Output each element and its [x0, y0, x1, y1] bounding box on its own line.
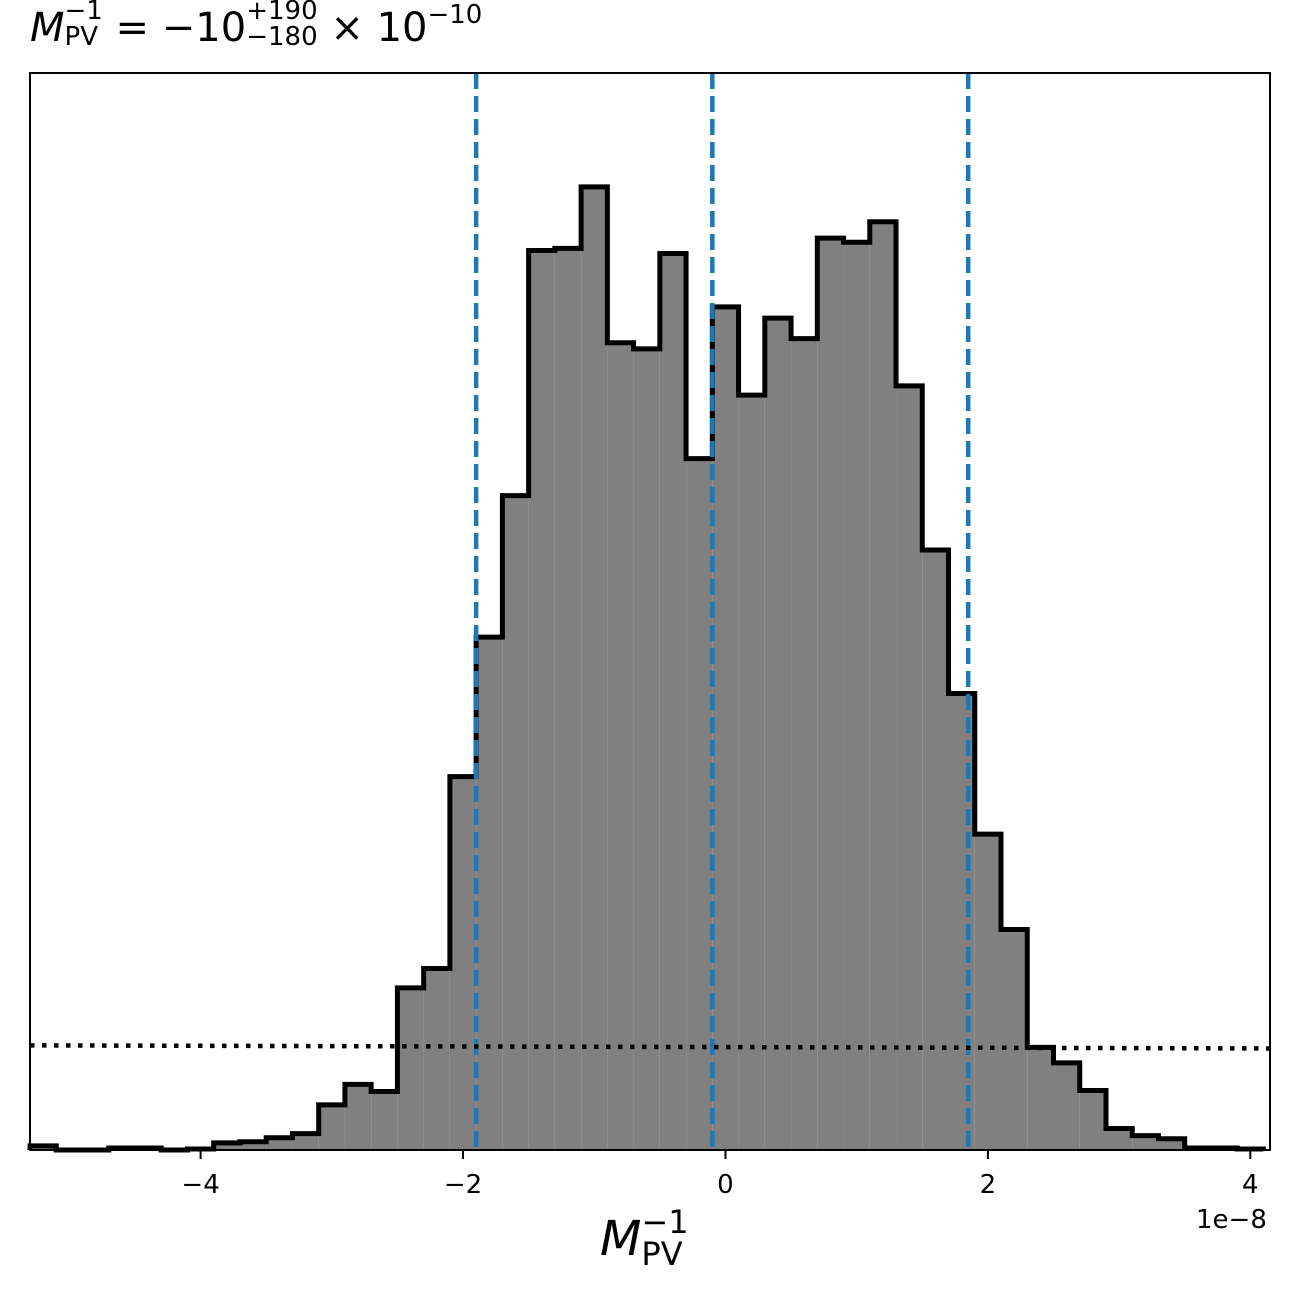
histogram-bar	[869, 221, 897, 1150]
histogram-bar	[1053, 1062, 1080, 1150]
dotted-reference-line	[29, 1043, 1271, 1051]
histogram-bar	[817, 238, 844, 1150]
x-axis-offset-text: 1e−8	[1196, 1205, 1267, 1235]
title-plus-error: +190	[246, 0, 318, 26]
x-tick-label: 0	[717, 1170, 734, 1200]
chart-title: M −1 PV = −10 +190 −180 × 10−10	[30, 0, 482, 56]
title-exponent: −10	[427, 0, 483, 30]
histogram-bar	[554, 248, 582, 1150]
histogram-bar	[633, 348, 660, 1151]
x-axis-label-symbol: M	[600, 1211, 642, 1267]
histogram-bar	[1001, 929, 1028, 1150]
histogram-bar	[397, 987, 424, 1150]
histogram-bar	[213, 1142, 240, 1150]
histogram-bar	[791, 338, 818, 1150]
histogram-bar	[1105, 1128, 1133, 1150]
histogram-bar	[1027, 1047, 1054, 1150]
histogram-bar	[581, 186, 608, 1151]
histogram-bar	[974, 834, 1002, 1150]
histogram-bars	[27, 184, 1266, 1153]
x-tick-label: −4	[181, 1170, 219, 1200]
histogram-bar	[239, 1141, 267, 1150]
title-symbol: M	[30, 5, 65, 51]
title-times: × 10	[317, 5, 428, 51]
histogram-bar	[344, 1084, 372, 1150]
histogram-bar	[449, 776, 477, 1150]
x-axis-label-scripts: −1 PV	[641, 1206, 688, 1270]
quantile-lines	[473, 73, 971, 1150]
histogram-bar	[423, 968, 450, 1150]
title-equals-value: = −10	[102, 5, 247, 51]
histogram-bar	[843, 242, 870, 1150]
histogram-bar	[371, 1091, 398, 1150]
histogram-bar	[738, 395, 765, 1150]
histogram-bar	[948, 693, 975, 1150]
histogram-bar	[896, 385, 923, 1150]
x-tick-label: 4	[1242, 1170, 1259, 1200]
histogram-bar	[266, 1137, 293, 1150]
x-axis-label: M −1 PV	[600, 1206, 689, 1274]
histogram-bar	[686, 458, 713, 1150]
histogram-bar	[1132, 1135, 1159, 1150]
title-symbol-sub: PV	[64, 22, 98, 52]
histogram-bar	[764, 318, 792, 1150]
x-tick-label: 2	[980, 1170, 997, 1200]
title-symbol-scripts: −1 PV	[65, 0, 103, 50]
histogram-bar	[528, 250, 555, 1150]
histogram-bar	[318, 1104, 345, 1150]
histogram-bar	[659, 253, 687, 1151]
x-axis-label-sub: PV	[641, 1235, 683, 1273]
title-symbol-sup: −1	[64, 0, 103, 26]
title-minus-error: −180	[246, 22, 318, 52]
histogram-bar	[1079, 1090, 1106, 1150]
histogram-bar	[1158, 1138, 1185, 1150]
histogram-bar	[292, 1133, 319, 1150]
reference-line	[29, 1043, 1271, 1051]
plot-frame	[29, 72, 1271, 1151]
histogram-outline	[27, 184, 1266, 1153]
x-tick-label: −2	[444, 1170, 482, 1200]
histogram-bar	[607, 342, 634, 1151]
x-axis-ticks: −4 −2 0 2 4	[181, 1150, 1259, 1200]
histogram-bar	[476, 637, 503, 1150]
histogram-bar	[712, 306, 739, 1150]
title-errors: +190 −180	[246, 0, 317, 50]
histogram-bar	[922, 549, 949, 1150]
x-axis-label-sup: −1	[641, 1203, 689, 1241]
histogram-bar	[502, 495, 529, 1150]
